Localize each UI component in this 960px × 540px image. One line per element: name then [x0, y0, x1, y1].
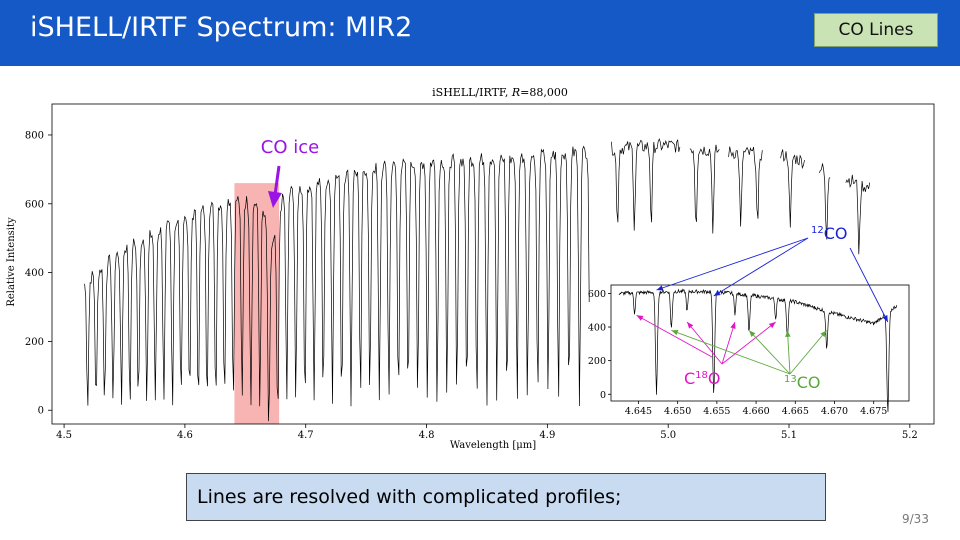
annotation-arrowhead	[820, 330, 827, 338]
inset-spectrum-line	[618, 288, 898, 412]
slide-title: iSHELL/IRTF Spectrum: MIR2	[30, 12, 413, 43]
annotation-arrow-line	[721, 321, 776, 365]
annotation-arrow-line	[636, 314, 713, 358]
annotation-arrow-line	[721, 321, 736, 365]
annotation-arrowhead	[785, 330, 791, 337]
chart-title: iSHELL/IRTF, R=88,000	[432, 86, 568, 99]
c13o-label: 13CO	[784, 373, 821, 392]
annotation-arrowhead	[749, 330, 756, 337]
inset-y-tick-label: 200	[588, 356, 606, 367]
co-lines-badge: CO Lines	[814, 13, 938, 47]
annotation-arrow-line	[789, 330, 828, 375]
annotation-arrowhead	[636, 315, 644, 321]
main-axes: 4.5 4.6 4.7 4.8 4.9 5.0 5.1 5.2 0 200 400 600 800	[25, 130, 918, 441]
spectrum-segment	[728, 146, 763, 227]
spectrum-segment	[689, 144, 720, 234]
inset-y-tick-label: 400	[588, 323, 606, 334]
caption-box: Lines are resolved with complicated prof…	[186, 473, 826, 521]
inset-y-tick-label: 600	[588, 289, 606, 300]
slide-header: iSHELL/IRTF Spectrum: MIR2 CO Lines	[0, 0, 960, 66]
inset-x-tick-label: 4.660	[742, 406, 769, 417]
spectrum-segment	[818, 163, 831, 240]
page-number: 9/33	[902, 512, 929, 526]
annotation-arrowhead	[656, 285, 664, 291]
inset-x-tick-label: 4.670	[821, 406, 848, 417]
main-plot-frame	[51, 103, 935, 425]
y-tick-label: 200	[25, 337, 44, 348]
annotation-arrowhead	[882, 315, 888, 322]
x-tick-label: 4.9	[539, 430, 555, 441]
annotation-arrow-line	[849, 247, 889, 323]
inset-frame	[610, 284, 910, 402]
annotation-arrowhead	[713, 290, 721, 296]
inset-y-tick-label: 0	[600, 390, 606, 401]
spectrum-segment	[611, 138, 681, 231]
x-tick-label: 4.6	[177, 430, 193, 441]
co-ice-label: CO ice	[261, 137, 319, 158]
annotation-arrowhead	[671, 330, 679, 336]
inset-x-tick-label: 4.655	[703, 406, 730, 417]
annotation-arrow-line	[656, 237, 809, 291]
inset-x-tick-label: 4.675	[860, 406, 887, 417]
spectrum-figure: iSHELL/IRTF, R=88,000 4.5 4.6 4.7 4.8 4.9 5.0…	[6, 86, 935, 451]
y-tick-label: 400	[25, 268, 44, 279]
annotation-arrow-line	[713, 237, 809, 297]
annotation-arrow-line	[748, 330, 791, 375]
annotation-arrowhead	[687, 321, 694, 329]
y-tick-label: 800	[25, 130, 44, 141]
c13o-arrows	[671, 329, 828, 375]
co-ice-arrowhead	[268, 191, 282, 208]
x-axis-label: Wavelength [μm]	[450, 440, 536, 451]
x-tick-label: 5.1	[781, 430, 797, 441]
spectrum-segment	[845, 174, 871, 255]
c12o-label: 12CO	[811, 224, 848, 243]
annotation-arrowhead	[768, 321, 776, 329]
x-tick-label: 4.7	[298, 430, 314, 441]
annotation-arrow-line	[671, 329, 791, 375]
inset-x-tick-label: 4.650	[664, 406, 691, 417]
y-tick-label: 600	[25, 199, 44, 210]
inset-spectrum-path	[618, 288, 898, 412]
annotation-arrow-line	[786, 330, 791, 375]
spectrum-segment	[780, 149, 805, 228]
x-tick-label: 4.8	[419, 430, 435, 441]
y-axis-label: Relative Intensity	[6, 217, 17, 307]
c12o-arrows	[656, 237, 889, 323]
spectrum-segment	[84, 145, 590, 422]
inset-axes: 4.645 4.650 4.655 4.660 4.665 4.670 4.675 0 200 4…	[588, 289, 887, 417]
inset-x-tick-label: 4.645	[625, 406, 652, 417]
x-tick-label: 5.2	[902, 430, 918, 441]
inset-background	[611, 285, 909, 401]
c18o-label: C18O	[684, 369, 721, 388]
y-tick-label: 0	[38, 406, 44, 417]
main-spectrum-line	[84, 138, 871, 422]
co-ice-arrow	[273, 165, 281, 196]
annotation-arrowhead	[730, 321, 736, 329]
inset-x-tick-label: 4.665	[782, 406, 809, 417]
x-tick-label: 5.0	[660, 430, 676, 441]
x-tick-label: 4.5	[56, 430, 72, 441]
